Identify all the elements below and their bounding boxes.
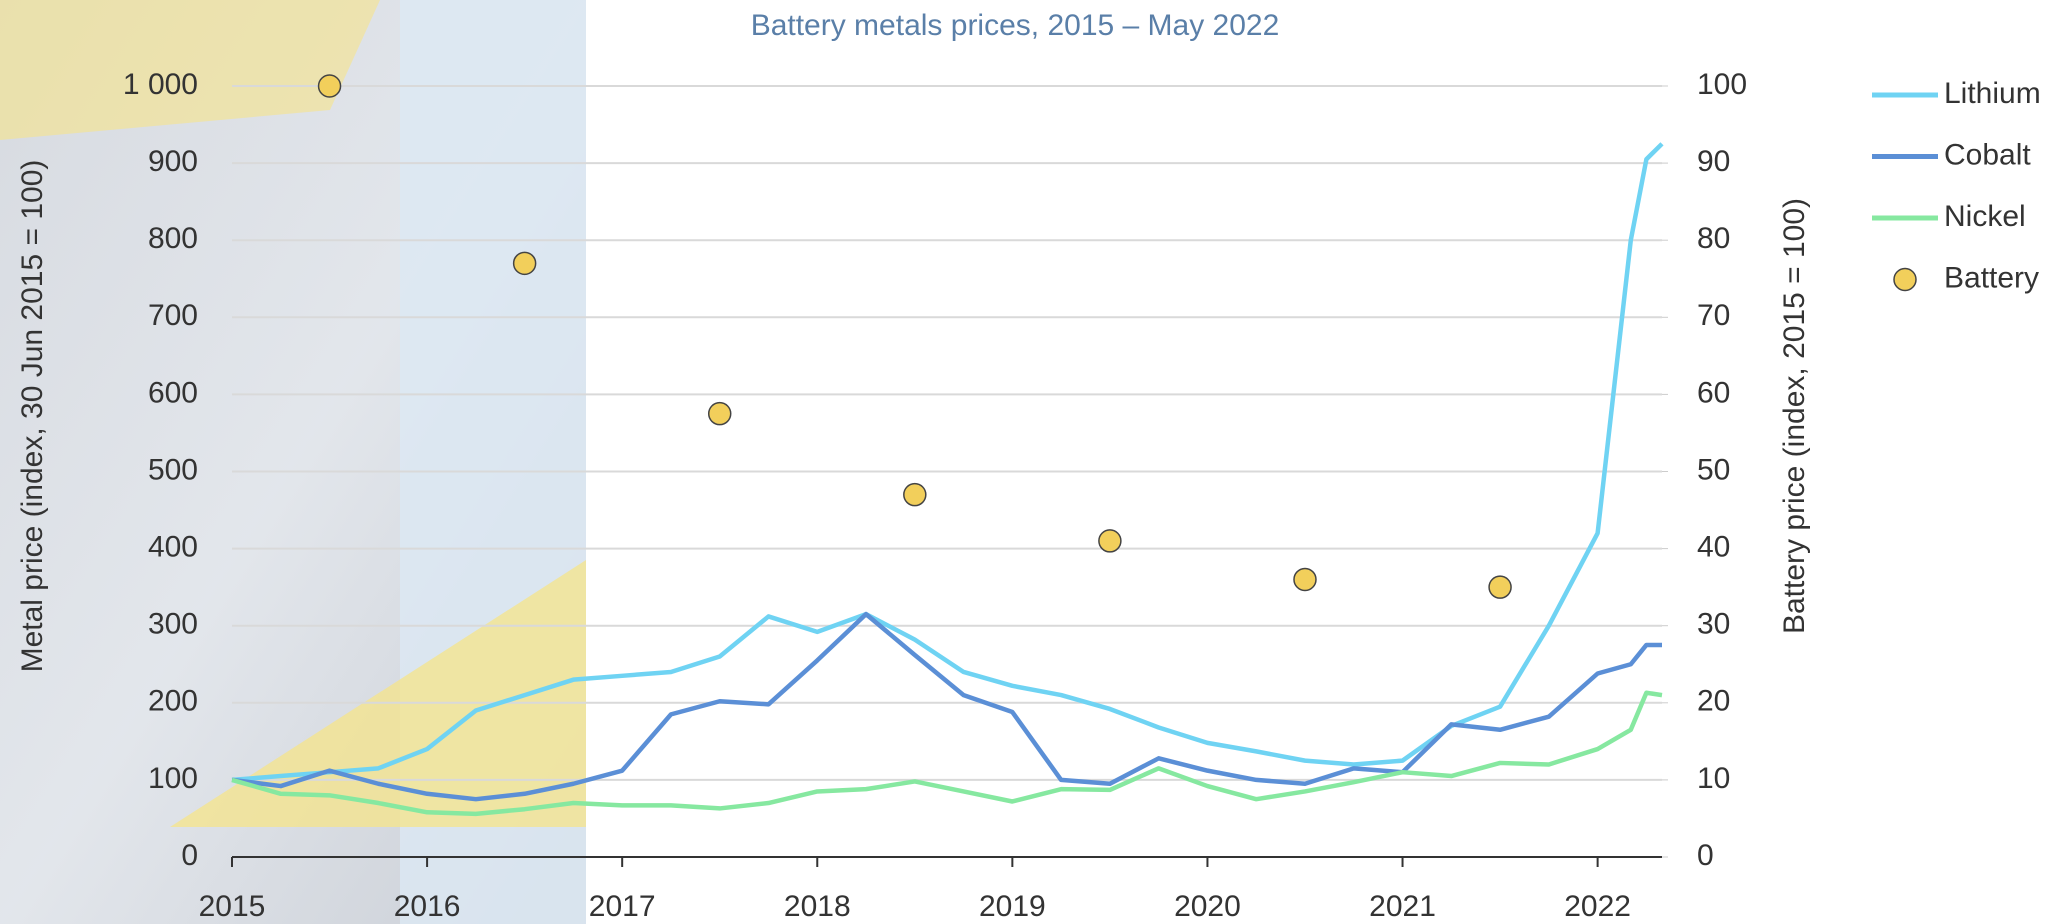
y-tick-label: 700: [148, 299, 198, 332]
legend-label: Battery: [1944, 261, 2039, 294]
y2-tick-label: 50: [1697, 453, 1730, 486]
y-tick-label: 800: [148, 222, 198, 255]
battery-point: [904, 484, 926, 506]
x-tick-label: 2022: [1564, 890, 1631, 923]
y2-tick-label: 30: [1697, 608, 1730, 641]
battery-point: [1489, 576, 1511, 598]
y2-tick-label: 60: [1697, 376, 1730, 409]
legend-marker: [1894, 269, 1916, 291]
y-tick-label: 600: [148, 376, 198, 409]
x-tick-label: 2016: [394, 890, 461, 923]
y-tick-label: 500: [148, 453, 198, 486]
y-tick-label: 100: [148, 762, 198, 795]
legend-label: Cobalt: [1944, 138, 2031, 171]
x-tick-label: 2019: [979, 890, 1046, 923]
y-axis-label: Metal price (index, 30 Jun 2015 = 100): [16, 160, 49, 673]
chart: Battery metals prices, 2015 – May 2022 M…: [0, 0, 2070, 924]
x-tick-label: 2021: [1369, 890, 1436, 923]
chart-title: Battery metals prices, 2015 – May 2022: [751, 9, 1280, 42]
battery-point: [1294, 568, 1316, 590]
y-tick-label: 300: [148, 608, 198, 641]
y2-tick-label: 100: [1697, 68, 1747, 101]
battery-point: [709, 403, 731, 425]
y2-tick-label: 0: [1697, 839, 1714, 872]
battery-point: [1099, 530, 1121, 552]
y2-axis-label: Battery price (index, 2015 = 100): [1778, 198, 1811, 634]
x-tick-label: 2020: [1174, 890, 1241, 923]
legend-label: Lithium: [1944, 77, 2041, 110]
y-tick-label: 900: [148, 145, 198, 178]
y-tick-label: 1 000: [123, 68, 198, 101]
y2-tick-label: 40: [1697, 531, 1730, 564]
x-tick-label: 2018: [784, 890, 851, 923]
y2-tick-label: 20: [1697, 685, 1730, 718]
y-tick-label: 200: [148, 685, 198, 718]
y2-tick-label: 10: [1697, 762, 1730, 795]
x-tick-label: 2015: [199, 890, 266, 923]
legend-label: Nickel: [1944, 200, 2026, 233]
battery-point: [514, 252, 536, 274]
y-tick-label: 400: [148, 531, 198, 564]
x-tick-label: 2017: [589, 890, 656, 923]
y2-tick-label: 70: [1697, 299, 1730, 332]
y-tick-label: 0: [181, 839, 198, 872]
y2-tick-label: 80: [1697, 222, 1730, 255]
y2-tick-label: 90: [1697, 145, 1730, 178]
battery-point: [319, 75, 341, 97]
